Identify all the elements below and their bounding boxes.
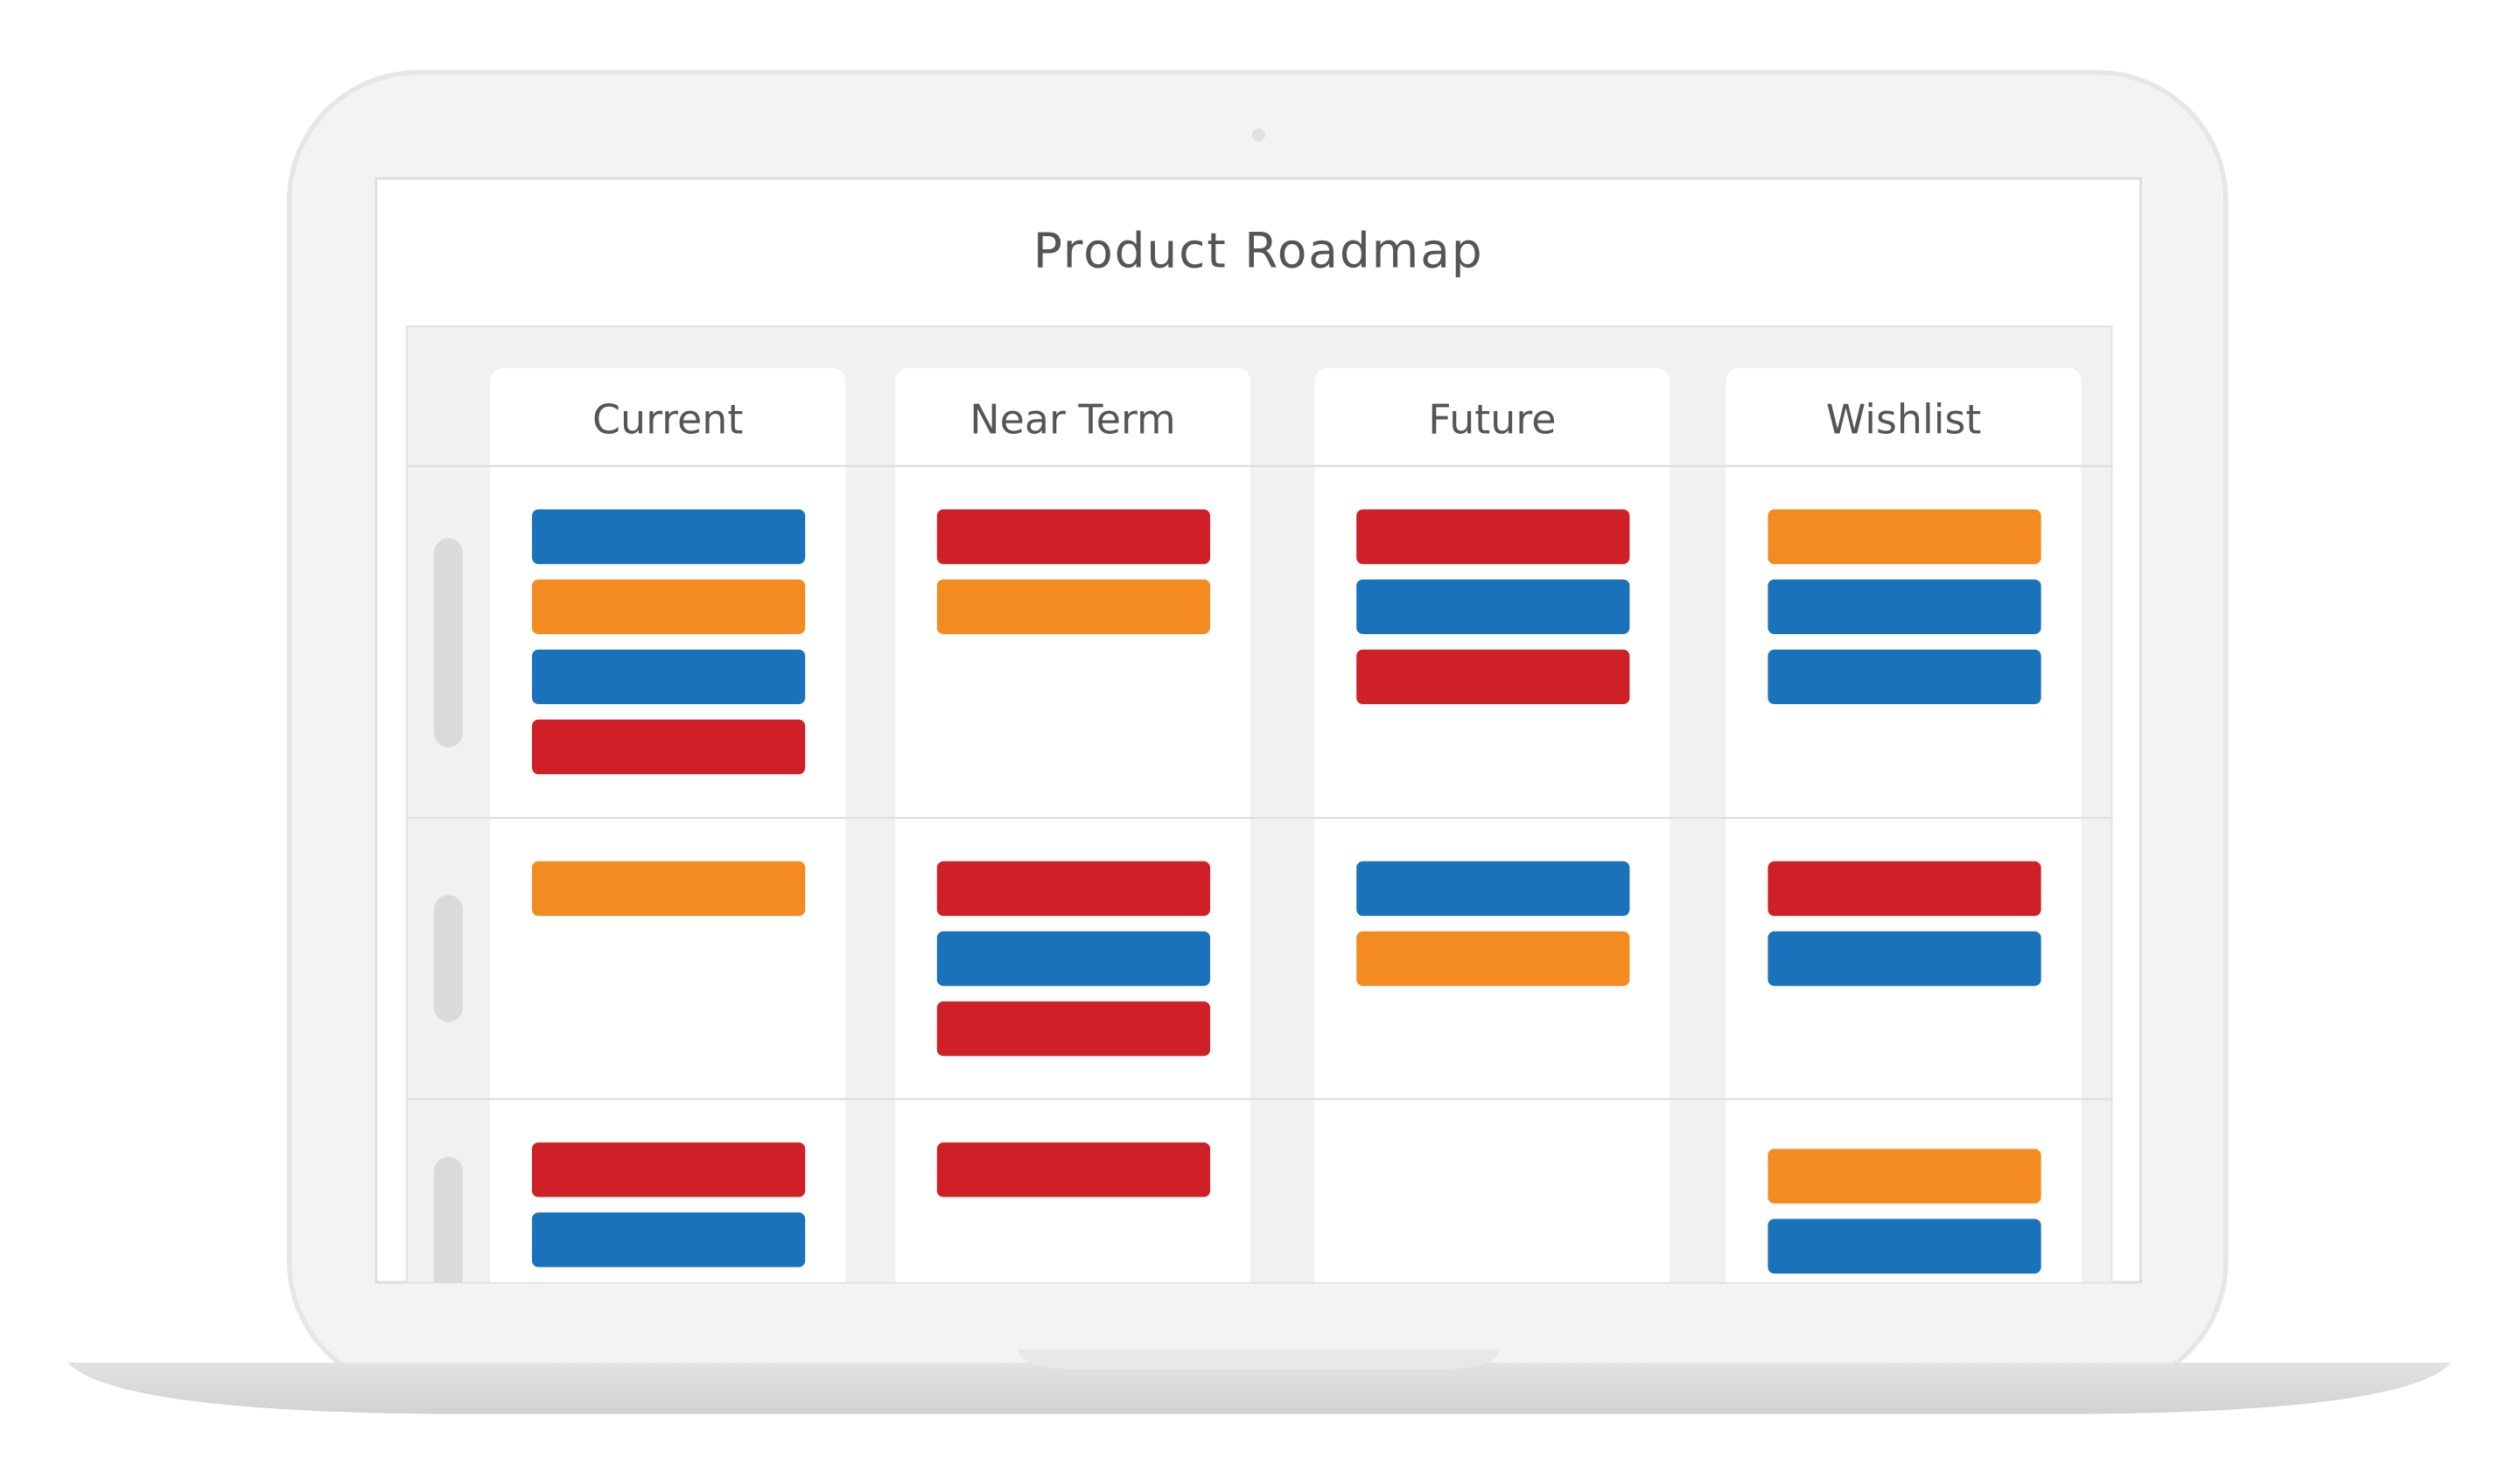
card bbox=[1768, 1218, 2041, 1274]
card bbox=[936, 509, 1211, 564]
card bbox=[936, 861, 1211, 917]
title: Product Roadmap bbox=[1033, 223, 1484, 279]
card bbox=[936, 579, 1211, 634]
card bbox=[936, 1001, 1211, 1057]
laptop-notch bbox=[1017, 1350, 1500, 1370]
card bbox=[1768, 579, 2041, 634]
card bbox=[1768, 509, 2041, 564]
card bbox=[1356, 579, 1630, 634]
card bbox=[1768, 931, 2041, 987]
card bbox=[1768, 649, 2041, 705]
card bbox=[531, 1212, 806, 1267]
card bbox=[1356, 931, 1630, 987]
row-handle bbox=[433, 895, 463, 1023]
camera bbox=[1251, 129, 1265, 142]
card bbox=[1356, 861, 1630, 917]
card bbox=[531, 509, 806, 564]
card bbox=[936, 931, 1211, 987]
card bbox=[531, 579, 806, 634]
board: Current Near Term Future Wishlist bbox=[405, 325, 2113, 1282]
card bbox=[1768, 1148, 2041, 1204]
column-header: Near Term bbox=[970, 396, 1175, 443]
column-header: Wishlist bbox=[1826, 396, 1982, 443]
column-header: Current bbox=[592, 396, 743, 443]
card bbox=[531, 1142, 806, 1197]
row-handle bbox=[433, 538, 463, 748]
row-handle bbox=[433, 1156, 463, 1282]
card bbox=[531, 719, 806, 775]
card bbox=[1356, 509, 1630, 564]
column-header: Future bbox=[1428, 396, 1556, 443]
card bbox=[531, 861, 806, 917]
card bbox=[936, 1142, 1211, 1197]
card bbox=[1356, 649, 1630, 705]
laptop-base bbox=[67, 1362, 2452, 1414]
card bbox=[1768, 861, 2041, 917]
card bbox=[531, 649, 806, 705]
